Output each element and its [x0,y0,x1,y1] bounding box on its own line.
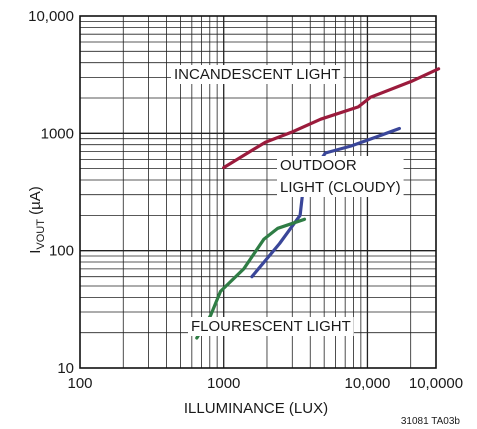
annotation-incandescent-light: INCANDESCENT LIGHT [174,66,340,83]
x-tick-label: 10,000 [344,375,390,392]
label-background [188,317,354,336]
y-axis-title-unit: (µA) [27,186,44,219]
y-tick-label: 100 [49,243,74,260]
y-axis-title-sub: VOUT [35,219,47,250]
y-tick-label: 10,000 [28,8,74,25]
series-line-incandescent-light [222,67,441,170]
label-background [171,65,344,84]
x-tick-label: 10,0000 [409,375,463,392]
y-tick-label: 1000 [41,125,74,142]
x-axis-title: ILLUMINANCE (LUX) [184,400,328,417]
y-tick-label: 10 [57,360,74,377]
label-background [277,156,404,197]
figure-code: 31081 TA03b [401,416,461,427]
series-line-flourescent-light [195,217,307,340]
annotation-light-cloudy: LIGHT (CLOUDY) [280,179,401,196]
plot-frame [79,15,437,369]
x-tick-label: 100 [67,375,92,392]
x-tick-label: 1000 [207,375,240,392]
y-axis-title-main: I [27,250,44,254]
y-axis-title: IVOUT (µA) [27,186,47,254]
annotation-outdoor: OUTDOOR [280,157,357,174]
annotations: INCANDESCENT LIGHT OUTDOOR LIGHT (CLOUDY… [171,65,404,336]
annotation-flourescent-light: FLOURESCENT LIGHT [191,318,351,335]
